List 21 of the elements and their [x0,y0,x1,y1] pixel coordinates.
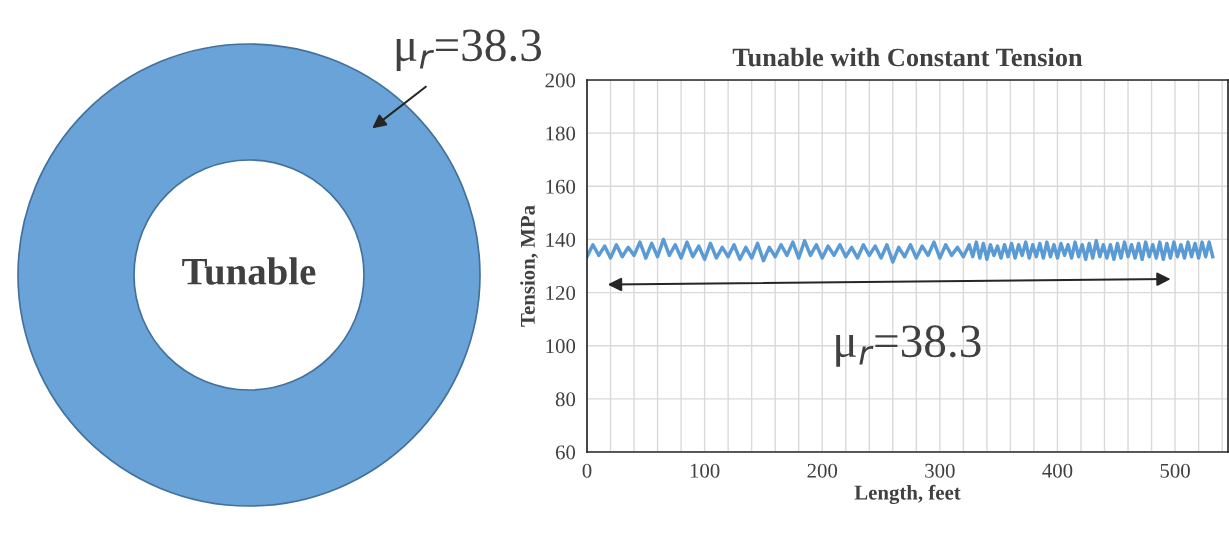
y-tick-label: 80 [555,392,576,407]
x-tick-label: 500 [1160,463,1190,478]
y-axis-title: Tension, MPa [520,205,538,327]
text: μ$_{r}$=38.3 [396,29,541,71]
x-tick-label: 400 [1042,463,1073,478]
line-series [587,237,1215,264]
y-tick-label: 120 [546,285,576,300]
x-tick-label: 100 [690,463,720,478]
y-tick-label: 140 [546,232,576,247]
x-tick-label: 0 [582,463,592,478]
x-tick-label: 200 [807,463,838,478]
y-tick-label: 60 [555,445,576,460]
y-tick-label: 100 [546,339,576,354]
x-tick-label: 300 [925,463,955,478]
y-tick-label: 200 [545,73,576,88]
x-axis-title: Length, feet [854,484,961,505]
annotation: μ$_{r}$=38.3 [836,325,981,367]
y-tick-label: 180 [546,126,576,141]
text: Tunable [182,257,316,285]
chart-title: Tunable with Constant Tension [732,47,1083,67]
y-tick-label: 160 [546,179,576,194]
